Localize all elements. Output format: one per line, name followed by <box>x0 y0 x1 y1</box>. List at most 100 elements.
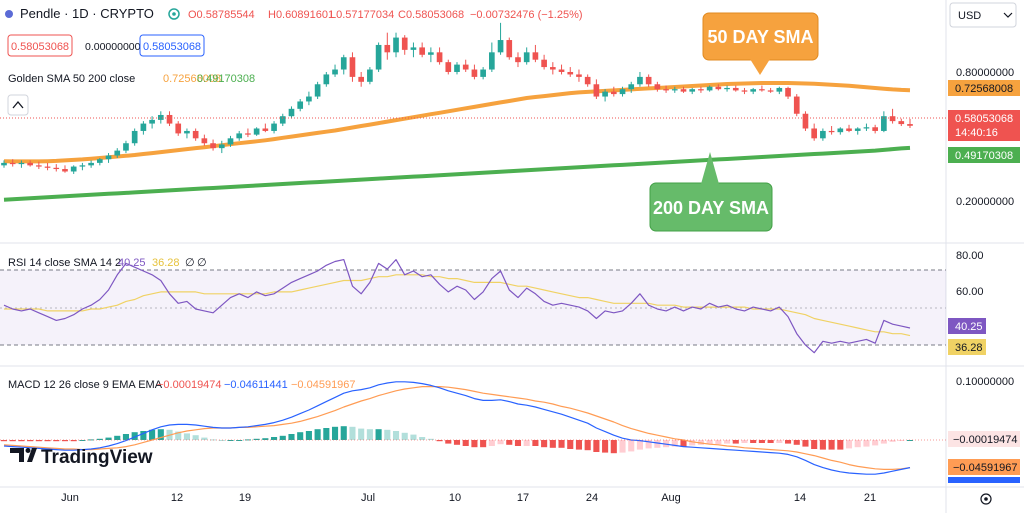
candle <box>27 160 33 167</box>
candle-body <box>872 127 878 131</box>
candle <box>854 127 861 135</box>
candle-body <box>227 138 234 145</box>
macd-line-value: −0.04611441 <box>224 379 288 391</box>
macd-histogram-layer <box>0 426 914 454</box>
macd-histogram-bar <box>105 437 112 440</box>
macd-histogram-bar <box>488 440 495 446</box>
market-status-icon[interactable] <box>168 8 180 20</box>
chart-header: Pendle · 1D · CRYPTO O0.58785544 H0.6089… <box>5 6 583 21</box>
sell-button[interactable] <box>7 34 73 57</box>
candle-body <box>201 138 208 144</box>
macd-histogram-bar <box>724 440 731 444</box>
macd-histogram-bar <box>845 440 853 449</box>
sma50-line <box>3 81 911 164</box>
sma200-line <box>3 145 911 202</box>
candle <box>549 62 556 75</box>
macd-histogram-bar <box>375 429 382 440</box>
macd-histogram-bar <box>872 440 879 446</box>
candle <box>602 89 608 102</box>
golden-sma-legend[interactable]: Golden SMA 50 200 close 0.72568008 0.491… <box>8 73 255 85</box>
candle <box>62 165 68 173</box>
time-tick: Jun <box>61 492 79 504</box>
buy-button[interactable] <box>139 34 205 57</box>
candle-body <box>279 116 286 124</box>
candle-body <box>541 59 547 68</box>
macd-histogram-bar <box>480 440 487 448</box>
buy-price: 0.58053068 <box>143 41 201 53</box>
candle <box>149 116 155 129</box>
candle-body <box>218 144 225 149</box>
candle-body <box>36 165 42 167</box>
candle-body <box>907 124 913 126</box>
candle-body <box>332 69 338 75</box>
rsi-line <box>3 259 911 354</box>
macd-histogram-bar <box>854 440 861 448</box>
candle-body <box>645 76 652 85</box>
candle-body <box>802 113 809 129</box>
pendle-logo-icon <box>5 10 13 18</box>
candle <box>558 64 565 75</box>
macd-histogram-bar <box>767 440 774 443</box>
macd-histogram-bar <box>262 438 269 440</box>
candle-body <box>18 162 25 165</box>
candle-body <box>523 52 530 63</box>
candle <box>872 124 878 134</box>
candle-body <box>445 62 452 72</box>
candle <box>114 148 121 158</box>
macd-histogram-bar <box>636 440 643 450</box>
candle <box>210 139 216 151</box>
price-tick: 0.80000000 <box>956 67 1014 79</box>
candle-body <box>358 76 365 82</box>
macd-histogram-bar <box>305 431 312 440</box>
candle <box>454 62 460 75</box>
macd-histogram-bar <box>140 431 147 440</box>
macd-histogram-bar <box>384 429 391 440</box>
macd-legend[interactable]: MACD 12 26 close 9 EMA EMA −0.00019474 −… <box>8 379 356 391</box>
sma50-tag-value: 0.72568008 <box>955 83 1013 95</box>
ohlc-change: −0.00732476 (−1.25%) <box>470 9 583 21</box>
rsi-tag <box>948 318 986 334</box>
macd-line-tag <box>948 477 1020 483</box>
macd-histogram-bar <box>27 440 34 442</box>
macd-histogram-bar <box>889 440 896 442</box>
macd-histogram-bar <box>628 440 635 452</box>
candle-body <box>750 89 757 92</box>
candle <box>828 126 835 135</box>
settings-gear-icon[interactable] <box>980 493 992 505</box>
rsi-legend[interactable]: RSI 14 close SMA 14 2 40.25 36.28 ∅ ∅ <box>8 257 207 269</box>
candle-body <box>53 167 60 170</box>
candle <box>1 160 7 168</box>
candle-body <box>462 64 469 70</box>
macd-histogram-bar <box>253 438 260 440</box>
macd-histogram-bar <box>506 440 513 445</box>
candle-body <box>262 128 269 131</box>
candle-body <box>410 47 417 50</box>
collapse-legend-button[interactable] <box>7 94 29 116</box>
candle <box>393 32 399 58</box>
candle <box>201 134 208 146</box>
ohlc-low: L0.57177034 <box>330 9 394 21</box>
candle-body <box>785 87 791 97</box>
candle <box>18 160 25 168</box>
candle-body <box>471 69 478 77</box>
candle-body <box>384 44 391 53</box>
candle <box>506 37 513 60</box>
sma200-tag-value: 0.49170308 <box>955 150 1013 162</box>
ohlc-high: H0.60891601 <box>268 9 334 21</box>
candle-body <box>9 162 16 165</box>
candle <box>907 118 913 128</box>
candle-body <box>584 76 591 85</box>
time-tick: 17 <box>517 492 529 504</box>
candle-body <box>184 130 190 134</box>
macd-histogram-bar <box>149 429 156 440</box>
currency-select[interactable] <box>949 2 1017 28</box>
tradingview-logo[interactable]: TradingView <box>10 447 153 468</box>
candle <box>401 35 408 55</box>
candle-body <box>166 114 173 124</box>
macd-histogram-bar <box>602 440 609 453</box>
macd-histogram-bar <box>532 440 539 446</box>
macd-histogram-bar <box>462 440 469 446</box>
candle-body <box>1 162 7 166</box>
candle <box>610 86 617 97</box>
